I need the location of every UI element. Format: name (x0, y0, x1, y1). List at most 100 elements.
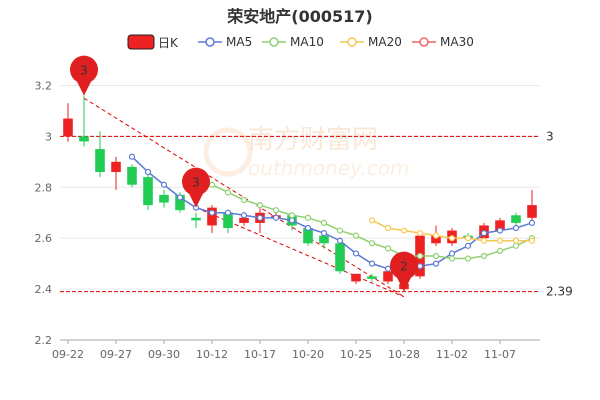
legend-label: MA20 (368, 35, 402, 49)
x-tick-label: 10-28 (388, 348, 420, 361)
x-tick-label: 10-12 (196, 348, 228, 361)
ma5-point (368, 260, 376, 267)
legend-ma5-dot (205, 37, 215, 47)
candle-body (207, 207, 217, 226)
candle-body (127, 166, 137, 185)
ma5-point (288, 217, 296, 224)
ma5-point (480, 229, 488, 237)
ma10-point (480, 252, 488, 260)
ma5-point (208, 209, 216, 216)
ma20-point (480, 237, 488, 244)
candle-body (79, 136, 89, 142)
candle-body (175, 194, 185, 211)
marker-label: 3 (80, 64, 88, 78)
ma10-point (320, 219, 328, 227)
candle-body (143, 177, 153, 206)
y-tick-label: 2.6 (35, 232, 53, 245)
y-tick-label: 2.2 (35, 334, 53, 347)
legend-ma10-dot (269, 37, 279, 47)
ma5-point (352, 250, 360, 257)
ma5-point (464, 242, 472, 249)
candle-body (95, 149, 105, 172)
marker-pin-tip (396, 275, 412, 292)
ma5-point (528, 219, 536, 227)
reference-label: 3 (546, 129, 554, 143)
legend-ma20-dot (347, 37, 357, 47)
ma5-point (432, 260, 440, 267)
ma5-point (272, 214, 280, 221)
ma5-point (224, 209, 232, 216)
ma5-point (448, 250, 456, 257)
marker-label: 2 (400, 260, 408, 274)
y-tick-label: 3.2 (35, 79, 53, 92)
x-tick-label: 11-02 (436, 348, 468, 361)
watermark-logo-icon (203, 127, 253, 177)
legend-k-swatch (127, 34, 155, 50)
ma10-point (240, 196, 248, 204)
candle-body (111, 161, 121, 172)
candle-body (319, 235, 329, 244)
grid-lines (60, 84, 540, 341)
ma10-point (448, 255, 456, 262)
ma10-point (224, 189, 232, 196)
ma10-point (464, 255, 472, 262)
markers: 3 3 2 (70, 55, 418, 292)
axes: 2.2 2.4 2.6 2.8 3 3.2 09-22 09-27 09-30 10-12 10-1… (35, 79, 540, 361)
ma20-point (464, 235, 472, 242)
marker-pin (390, 251, 418, 280)
legend[interactable]: 日K MA5 MA10 MA20 MA30 (127, 34, 474, 50)
watermark-cn: 南方财富网 (248, 125, 378, 155)
ma5-point (160, 181, 168, 188)
ma10-point (336, 227, 344, 234)
x-tick-label: 09-30 (148, 348, 180, 361)
ma20-point (400, 227, 408, 234)
reference-lines: 32.39 (60, 129, 573, 299)
legend-label: MA30 (440, 35, 474, 49)
reference-label: 2.39 (546, 285, 573, 299)
candle-body (495, 220, 505, 231)
ma5-point (240, 212, 248, 219)
ma20-point (416, 229, 424, 237)
ma5-point (176, 194, 184, 201)
ma10-point (256, 201, 264, 209)
ma5-point (304, 224, 312, 232)
y-tick-label: 2.4 (35, 283, 53, 296)
candle-body (335, 243, 345, 272)
candle-body (511, 215, 521, 223)
ma5-point (496, 227, 504, 234)
candle-body (527, 205, 537, 218)
ma10-point (352, 232, 360, 239)
x-tick-label: 10-20 (292, 348, 324, 361)
ma20-point (432, 232, 440, 239)
watermark: 南方财富网 outhmoney.com (203, 125, 409, 180)
ma10-point (384, 245, 392, 252)
ma10-point (512, 242, 520, 249)
candle-body (63, 118, 73, 137)
candle-body (367, 276, 377, 279)
ma20-point (448, 235, 456, 242)
legend-label: 日K (158, 36, 179, 50)
marker-pin (182, 167, 210, 196)
x-tick-label: 10-25 (340, 348, 372, 361)
candle-body (351, 273, 361, 282)
ma20-point (496, 237, 504, 244)
ma10-point (208, 181, 216, 188)
candle-body (303, 228, 313, 244)
ma20-point (384, 224, 392, 232)
marker-pin-tip (188, 191, 204, 208)
legend-label: MA10 (290, 35, 324, 49)
y-tick-label: 2.8 (35, 181, 53, 194)
ma10-point (288, 212, 296, 219)
candle-body (383, 271, 393, 282)
moving-averages (128, 153, 536, 275)
ma5-point (384, 265, 392, 272)
ma20-point (368, 217, 376, 224)
ma5-point (144, 168, 152, 176)
candle-body (223, 212, 233, 228)
marker-pin-tip (76, 79, 92, 96)
candle-body (159, 194, 169, 203)
legend-label: MA5 (226, 35, 252, 49)
y-tick-label: 3 (45, 130, 52, 143)
ma5-point (336, 237, 344, 244)
